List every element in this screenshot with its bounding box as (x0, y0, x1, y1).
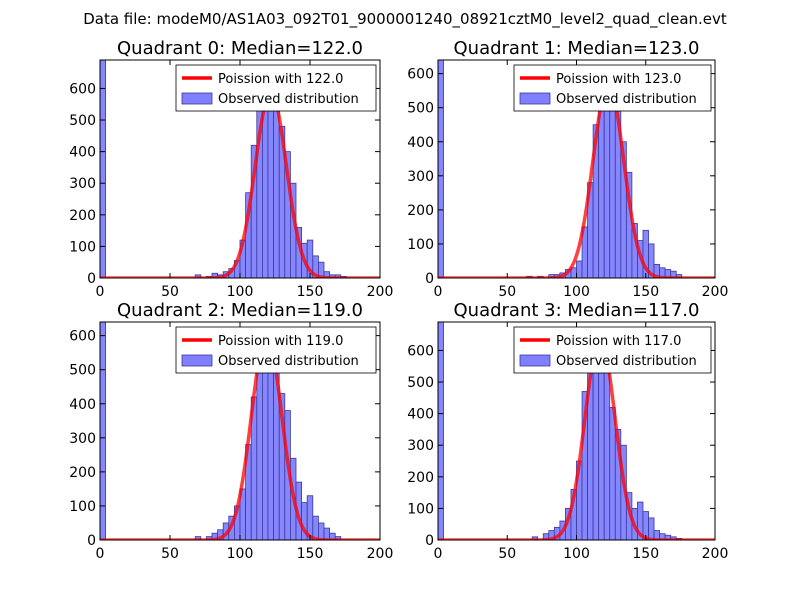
histogram-bar (438, 60, 444, 278)
poisson-curve (100, 89, 380, 278)
panel-title: Quadrant 0: Median=122.0 (117, 38, 363, 59)
y-tick-label: 200 (407, 470, 434, 486)
legend-histogram-swatch (519, 92, 551, 105)
x-tick-label: 50 (161, 546, 179, 562)
figure-suptitle: Data file: modeM0/AS1A03_092T01_90000012… (83, 10, 727, 29)
panel-title: Quadrant 1: Median=123.0 (454, 38, 700, 59)
histogram-bar (576, 260, 583, 278)
legend-poisson-label: Poission with 123.0 (556, 72, 681, 87)
y-tick-label: 200 (69, 465, 96, 481)
x-tick-label: 200 (702, 284, 729, 300)
plot-area (100, 322, 380, 540)
y-tick-label: 300 (69, 431, 96, 447)
x-tick-label: 0 (96, 284, 105, 300)
y-tick-label: 0 (425, 533, 434, 549)
y-tick-label: 100 (407, 501, 434, 517)
panel-title: Quadrant 3: Median=117.0 (454, 300, 700, 321)
x-tick-label: 150 (297, 546, 324, 562)
legend-histogram-label: Observed distribution (556, 92, 697, 107)
x-tick-label: 100 (227, 284, 254, 300)
legend-poisson-label: Poission with 119.0 (218, 334, 343, 349)
y-tick-label: 400 (69, 397, 96, 413)
y-tick-label: 0 (87, 271, 96, 287)
histogram-bar (256, 362, 263, 540)
x-tick-label: 0 (96, 546, 105, 562)
histogram-bar (317, 522, 325, 540)
panel-3: Quadrant 3: Median=117.0 0 50 100 150 200 0 100… (407, 300, 728, 562)
x-tick-label: 0 (434, 284, 443, 300)
legend: Poission with 117.0 Observed distribution (513, 326, 712, 374)
legend: Poission with 122.0 Observed distribution (175, 64, 377, 112)
histogram-bar (100, 60, 106, 278)
y-tick-label: 600 (407, 343, 434, 359)
histogram-bar (592, 343, 600, 540)
x-tick-label: 150 (632, 546, 659, 562)
legend-histogram-label: Observed distribution (218, 92, 359, 107)
y-tick-label: 500 (407, 101, 434, 117)
histogram-bar (438, 322, 444, 540)
histogram-bar (609, 406, 616, 540)
y-tick-label: 200 (407, 203, 434, 219)
legend: Poission with 119.0 Observed distribution (175, 326, 377, 374)
histogram-bar (100, 322, 106, 540)
y-tick-label: 100 (407, 237, 434, 253)
panel-2: Quadrant 2: Median=119.0 0 50 100 150 200 0 100… (69, 300, 393, 562)
y-tick-label: 600 (407, 67, 434, 83)
histogram-bar (648, 517, 655, 540)
x-tick-label: 50 (498, 284, 516, 300)
y-tick-label: 500 (407, 375, 434, 391)
x-tick-label: 200 (702, 546, 729, 562)
y-tick-label: 400 (407, 407, 434, 423)
y-tick-label: 400 (407, 135, 434, 151)
legend-histogram-swatch (181, 92, 213, 105)
y-tick-label: 300 (407, 438, 434, 454)
legend-poisson-label: Poission with 122.0 (218, 72, 343, 87)
y-tick-label: 100 (69, 499, 96, 515)
legend-histogram-swatch (519, 354, 551, 367)
x-tick-label: 100 (563, 546, 590, 562)
x-tick-label: 0 (434, 546, 443, 562)
histogram-bar (609, 90, 616, 278)
y-tick-label: 500 (69, 113, 96, 129)
histogram-bar (603, 81, 611, 278)
x-tick-label: 100 (563, 284, 590, 300)
y-tick-label: 500 (69, 363, 96, 379)
y-tick-label: 0 (425, 271, 434, 287)
y-tick-label: 300 (407, 169, 434, 185)
x-tick-label: 150 (632, 284, 659, 300)
panel-1: Quadrant 1: Median=123.0 0 50 100 150 200 0 100… (407, 38, 728, 300)
x-tick-label: 200 (367, 546, 394, 562)
x-tick-label: 100 (227, 546, 254, 562)
y-tick-label: 0 (87, 533, 96, 549)
panel-0: Quadrant 0: Median=122.0 0 50 100 150 200 0 100… (69, 38, 393, 300)
legend-poisson-label: Poission with 117.0 (556, 334, 681, 349)
legend-histogram-label: Observed distribution (556, 354, 697, 369)
x-tick-label: 50 (161, 284, 179, 300)
poisson-curve (438, 82, 715, 278)
y-tick-label: 300 (69, 176, 96, 192)
y-tick-label: 400 (69, 145, 96, 161)
x-tick-label: 50 (498, 546, 516, 562)
legend-histogram-swatch (181, 354, 213, 367)
y-tick-label: 600 (69, 329, 96, 345)
legend-histogram-label: Observed distribution (218, 354, 359, 369)
x-tick-label: 150 (297, 284, 324, 300)
x-tick-label: 200 (367, 284, 394, 300)
y-tick-label: 100 (69, 239, 96, 255)
y-tick-label: 600 (69, 81, 96, 97)
y-tick-label: 200 (69, 208, 96, 224)
legend: Poission with 123.0 Observed distribution (513, 64, 712, 112)
histogram-bar (648, 243, 655, 278)
histogram-bar (317, 261, 325, 278)
panel-title: Quadrant 2: Median=119.0 (117, 300, 363, 321)
